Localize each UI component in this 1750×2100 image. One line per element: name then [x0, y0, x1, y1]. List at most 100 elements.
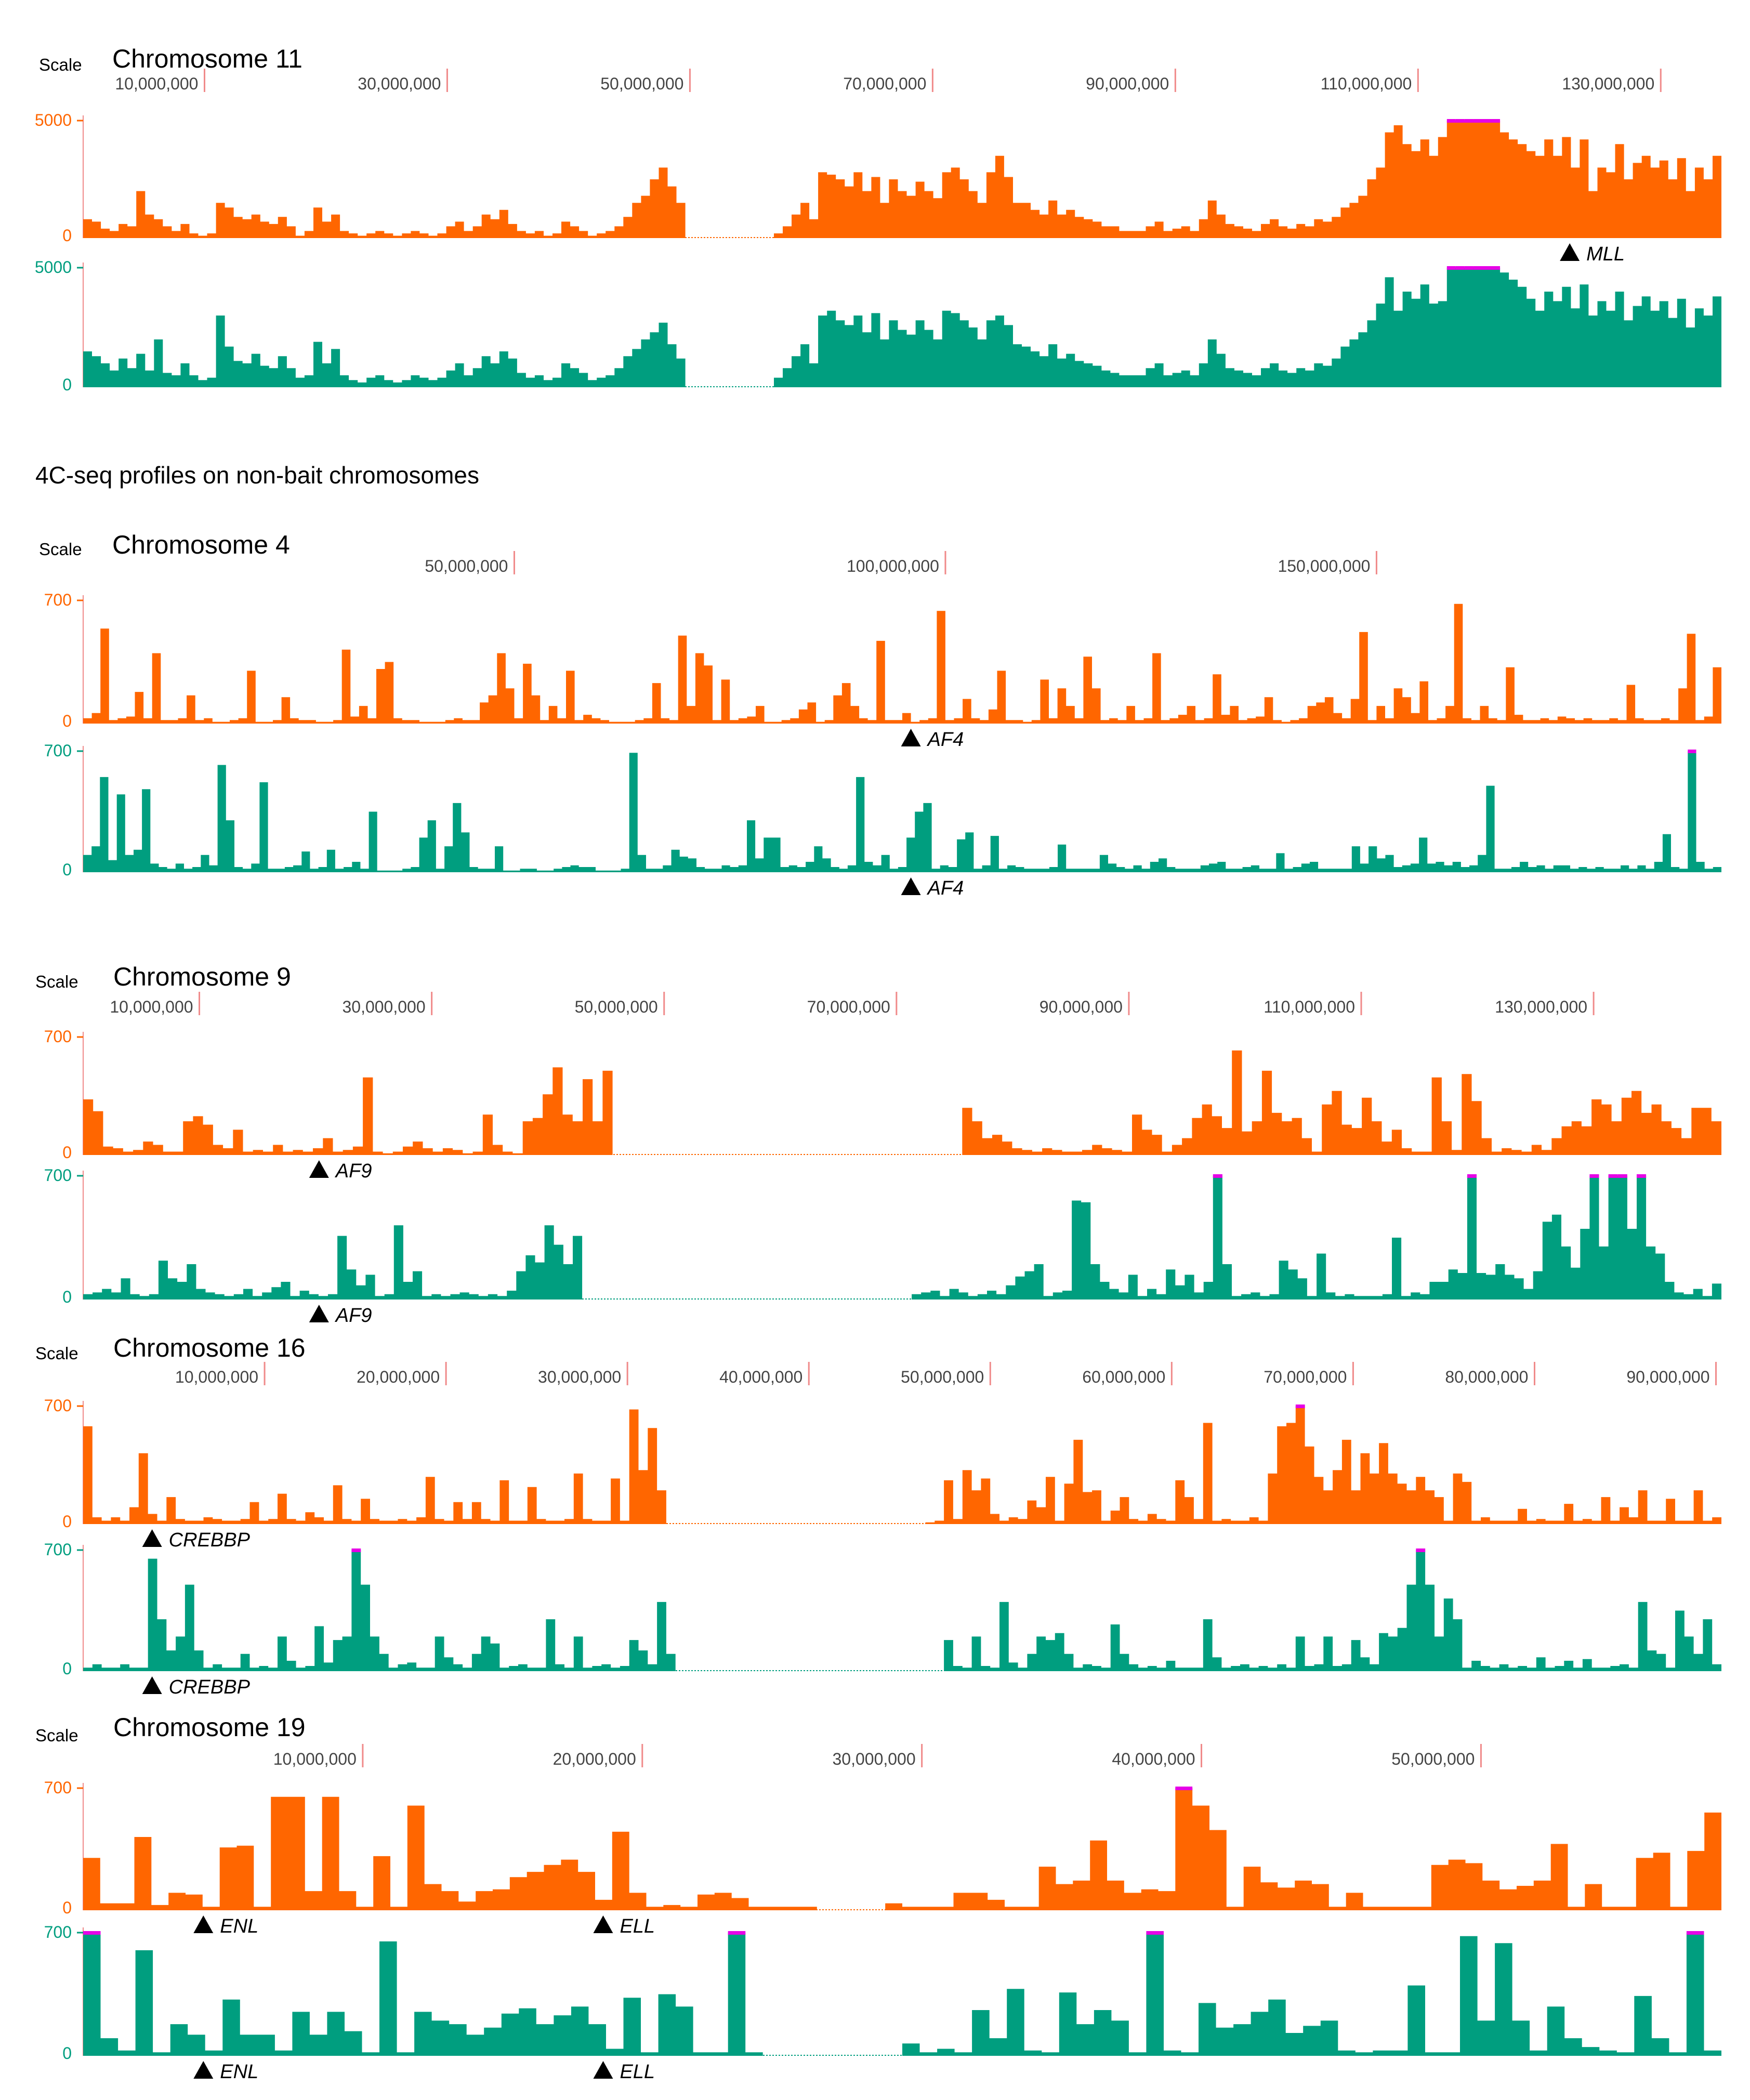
gene-marker-triangle	[142, 1529, 162, 1547]
gene-marker-label: AF9	[335, 1160, 372, 1182]
y-max-label: 5000	[35, 111, 72, 129]
saturation-cap	[83, 1931, 101, 1935]
chart-title: Chromosome 11	[112, 44, 302, 73]
saturation-cap	[1295, 1405, 1305, 1408]
signal-area	[83, 751, 1721, 872]
signal-area	[83, 1176, 1721, 1300]
x-tick-label: 10,000,000	[273, 1750, 357, 1768]
signal-area	[83, 1406, 1721, 1524]
x-tick-label: 40,000,000	[1112, 1750, 1195, 1768]
gene-marker-triangle	[193, 2061, 214, 2079]
x-tick-label: 90,000,000	[1626, 1368, 1709, 1386]
x-tick-label: 30,000,000	[538, 1368, 621, 1386]
saturation-cap	[1464, 119, 1473, 123]
scale-label: Scale	[35, 1726, 78, 1745]
gene-marker-triangle	[193, 1915, 214, 1933]
y-max-label: 700	[44, 1396, 72, 1415]
x-tick-label: 50,000,000	[600, 74, 683, 93]
saturation-cap	[1589, 1174, 1599, 1178]
saturation-cap	[1688, 750, 1696, 753]
saturation-cap	[351, 1548, 361, 1552]
saturation-cap	[1617, 1174, 1627, 1178]
x-tick-label: 90,000,000	[1086, 74, 1169, 93]
x-tick-label: 130,000,000	[1562, 74, 1654, 93]
x-tick-label: 10,000,000	[115, 74, 198, 93]
y-min-label: 0	[62, 1512, 72, 1531]
y-min-label: 0	[62, 1659, 72, 1678]
y-max-label: 700	[44, 1540, 72, 1559]
gene-marker-triangle	[142, 1676, 162, 1694]
x-tick-label: 10,000,000	[175, 1368, 258, 1386]
y-max-label: 5000	[35, 258, 72, 277]
gene-marker-label: ELL	[620, 2061, 655, 2083]
scale-label: Scale	[39, 55, 82, 74]
signal-area	[83, 1550, 1721, 1671]
gene-marker-triangle	[309, 1160, 329, 1178]
x-tick-label: 150,000,000	[1278, 557, 1370, 575]
saturation-cap	[1473, 266, 1482, 270]
x-tick-label: 110,000,000	[1321, 74, 1412, 93]
saturation-cap	[728, 1931, 746, 1935]
x-tick-label: 50,000,000	[575, 998, 658, 1016]
scale-label: Scale	[35, 1344, 78, 1363]
gene-marker-label: ENL	[220, 1915, 258, 1937]
gene-marker-label: CREBBP	[169, 1529, 251, 1551]
gene-marker-triangle	[593, 1915, 613, 1933]
saturation-cap	[1446, 119, 1456, 123]
x-tick-label: 20,000,000	[357, 1368, 440, 1386]
y-max-label: 700	[44, 1923, 72, 1941]
y-min-label: 0	[62, 712, 72, 730]
x-tick-label: 30,000,000	[832, 1750, 915, 1768]
gene-marker-triangle	[1560, 243, 1580, 261]
saturation-cap	[1491, 266, 1501, 270]
y-min-label: 0	[62, 1898, 72, 1917]
signal-area	[83, 121, 1721, 238]
x-tick-label: 70,000,000	[843, 74, 926, 93]
scale-label: Scale	[35, 972, 78, 991]
x-tick-label: 90,000,000	[1040, 998, 1123, 1016]
x-tick-label: 40,000,000	[719, 1368, 802, 1386]
saturation-cap	[1175, 1787, 1193, 1790]
y-max-label: 700	[44, 1166, 72, 1185]
saturation-cap	[1482, 119, 1492, 123]
y-max-label: 700	[44, 590, 72, 609]
chromosome-panel: Chromosome 16 Scale 10,000,000 20,000,000 30…	[35, 1333, 1721, 1698]
chromosome-panel: Chromosome 11 Scale 10,000,000 30,000,000 50…	[35, 44, 1721, 394]
saturation-cap	[1473, 119, 1482, 123]
gene-marker-label: CREBBP	[169, 1676, 251, 1698]
gene-marker-label: ELL	[620, 1915, 655, 1937]
signal-area	[83, 1050, 1721, 1155]
saturation-cap	[1146, 1931, 1164, 1935]
saturation-cap	[1213, 1174, 1222, 1178]
gene-marker-triangle	[309, 1305, 329, 1322]
x-tick-label: 50,000,000	[1391, 1750, 1475, 1768]
signal-area	[83, 268, 1721, 387]
x-tick-label: 70,000,000	[807, 998, 890, 1016]
y-max-label: 700	[44, 741, 72, 760]
saturation-cap	[1467, 1174, 1477, 1178]
y-min-label: 0	[62, 2044, 72, 2063]
saturation-cap	[1491, 119, 1501, 123]
x-tick-label: 60,000,000	[1082, 1368, 1165, 1386]
x-tick-label: 130,000,000	[1495, 998, 1587, 1016]
chart-title: Chromosome 16	[113, 1333, 306, 1362]
gene-marker-triangle	[593, 2061, 613, 2079]
panels: Chromosome 11 Scale 10,000,000 30,000,000 50…	[35, 44, 1721, 2083]
x-tick-label: 110,000,000	[1264, 998, 1355, 1016]
saturation-cap	[1636, 1174, 1647, 1178]
saturation-cap	[1686, 1931, 1704, 1935]
saturation-cap	[1455, 266, 1465, 270]
y-max-label: 700	[44, 1027, 72, 1046]
x-tick-label: 50,000,000	[425, 557, 508, 575]
gene-marker-label: MLL	[1586, 243, 1625, 265]
gene-marker-label: AF9	[335, 1305, 372, 1327]
chromosome-panel: Chromosome 19 Scale 10,000,000 20,000,000 30…	[35, 1713, 1721, 2083]
chart-title: Chromosome 9	[113, 962, 291, 991]
y-min-label: 0	[62, 1143, 72, 1162]
scale-label: Scale	[39, 540, 82, 559]
y-min-label: 0	[62, 1288, 72, 1306]
chromosome-panel: Chromosome 9 Scale 10,000,000 30,000,000 50,…	[35, 962, 1721, 1327]
saturation-cap	[1455, 119, 1465, 123]
signal-area	[83, 603, 1721, 724]
